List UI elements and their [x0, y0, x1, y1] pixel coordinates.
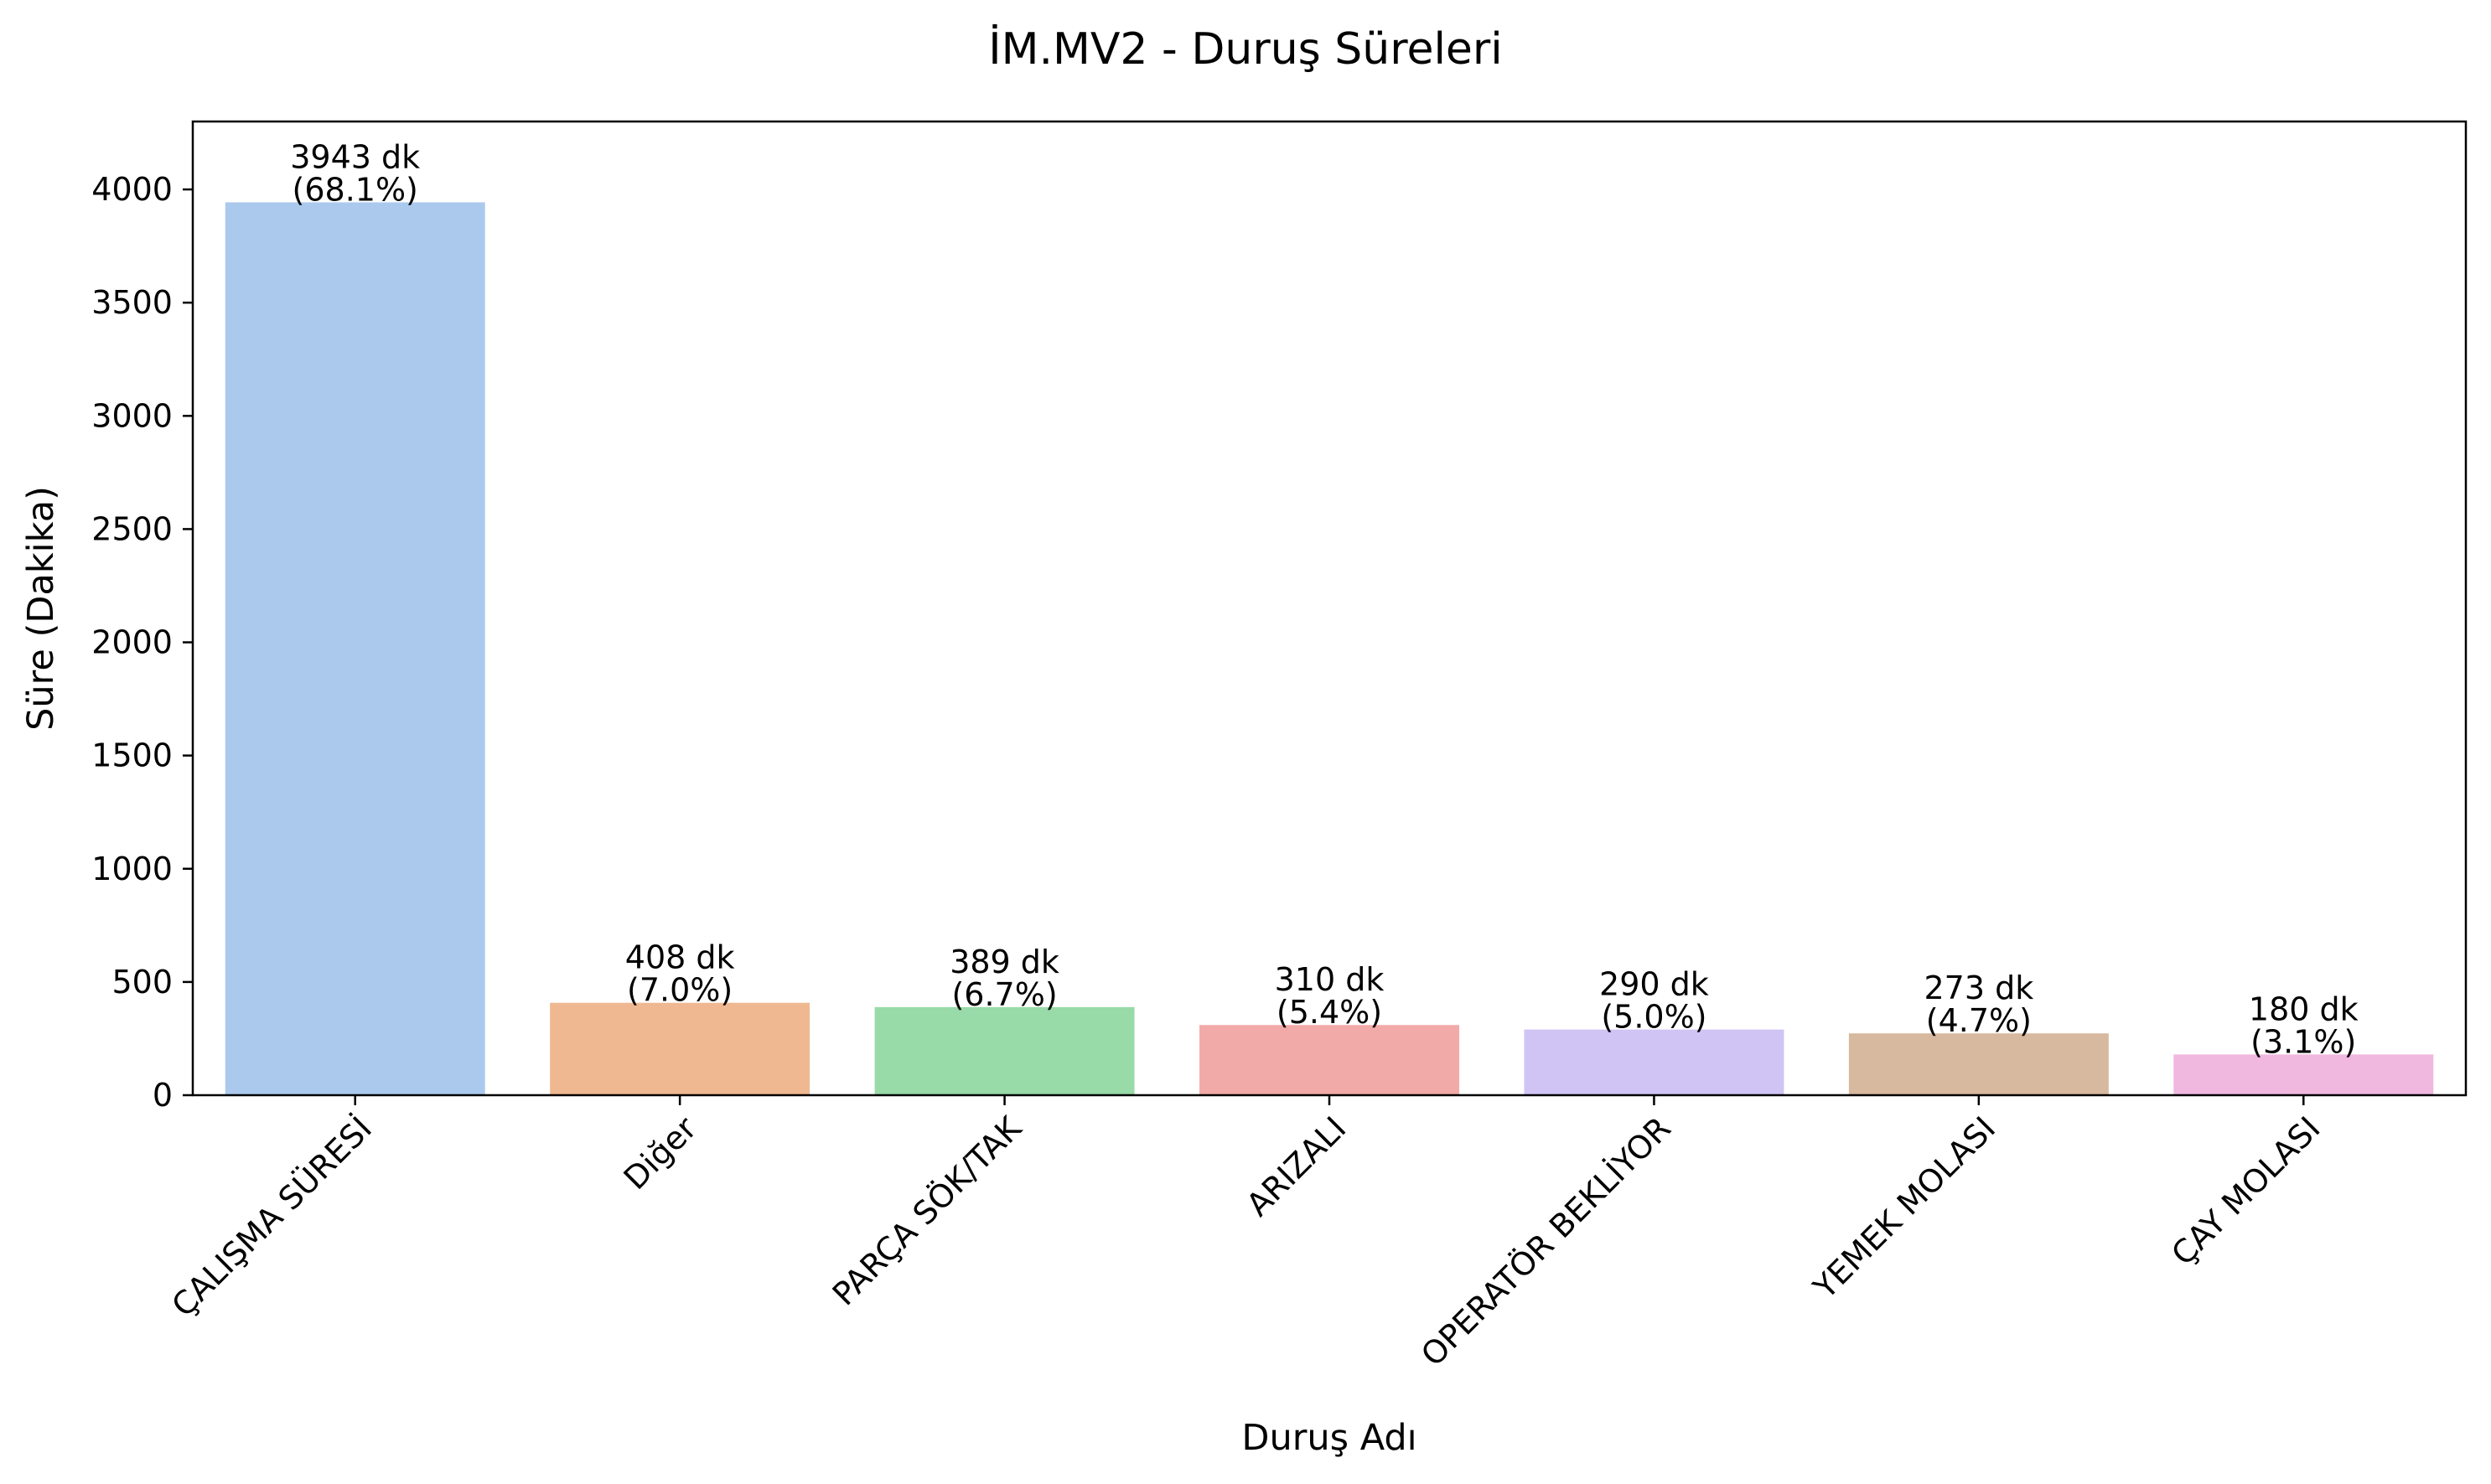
data-label-percent: (4.7%): [1926, 1002, 2032, 1039]
y-tick-label: 0: [153, 1077, 173, 1114]
y-tick-label: 4000: [91, 171, 173, 208]
x-axis: ÇALIŞMA SÜRESİ Diğer PARÇA SÖK/TAK ARIZALI O…: [164, 1095, 2328, 1373]
bar: [1524, 1029, 1784, 1095]
data-label-value: 3943 dk: [290, 138, 420, 175]
value-labels-layer: 3943 dk(68.1%) 408 dk(7.0%) 389 dk(6.7%) 31…: [290, 138, 2358, 1060]
data-label-value: 310 dk: [1275, 961, 1385, 998]
bar: [1848, 1033, 2109, 1095]
bar: [2173, 1054, 2434, 1095]
y-tick-label: 3500: [91, 284, 173, 321]
x-tick-label: OPERATÖR BEKLİYOR: [1414, 1109, 1678, 1373]
y-tick-label: 2000: [91, 624, 173, 661]
y-axis-title: Süre (Dakika): [20, 486, 62, 731]
data-label-percent: (5.4%): [1277, 994, 1382, 1031]
data-label-percent: (3.1%): [2250, 1023, 2356, 1060]
y-tick-label: 1000: [91, 851, 173, 887]
data-label-value: 273 dk: [1924, 970, 2033, 1006]
data-label-value: 290 dk: [1599, 966, 1709, 1003]
y-tick-label: 2500: [91, 510, 173, 547]
x-tick-label: YEMEK MOLASI: [1805, 1109, 2002, 1306]
plot-frame: [191, 120, 2468, 1097]
bar: [225, 202, 485, 1095]
y-tick-label: 3000: [91, 397, 173, 434]
data-label-percent: (68.1%): [293, 171, 418, 208]
data-label-value: 408 dk: [625, 939, 735, 976]
chart-title: İM.MV2 - Duruş Süreleri: [988, 23, 1503, 75]
data-label-percent: (6.7%): [951, 976, 1057, 1013]
y-axis: 0 500 1000 1500 2000 2500 3000 3500 4000: [91, 171, 193, 1114]
bar: [1199, 1025, 1459, 1095]
data-label-percent: (7.0%): [627, 972, 733, 1009]
x-tick-label: PARÇA SÖK/TAK: [826, 1109, 1029, 1312]
x-axis-title: Duruş Adı: [1241, 1417, 1416, 1459]
bars-layer: [225, 202, 2434, 1095]
bar: [874, 1006, 1135, 1095]
bar: [550, 1002, 810, 1095]
x-tick-label: Diğer: [617, 1109, 704, 1197]
data-label-percent: (5.0%): [1601, 999, 1706, 1036]
data-label-value: 389 dk: [950, 944, 1059, 980]
x-tick-label: ARIZALI: [1240, 1109, 1354, 1223]
x-tick-label: ÇALIŞMA SÜRESİ: [164, 1109, 379, 1324]
x-tick-label: ÇAY MOLASI: [2164, 1109, 2327, 1272]
data-label-value: 180 dk: [2249, 990, 2359, 1027]
y-tick-label: 500: [111, 964, 173, 1001]
y-tick-label: 1500: [91, 737, 173, 774]
